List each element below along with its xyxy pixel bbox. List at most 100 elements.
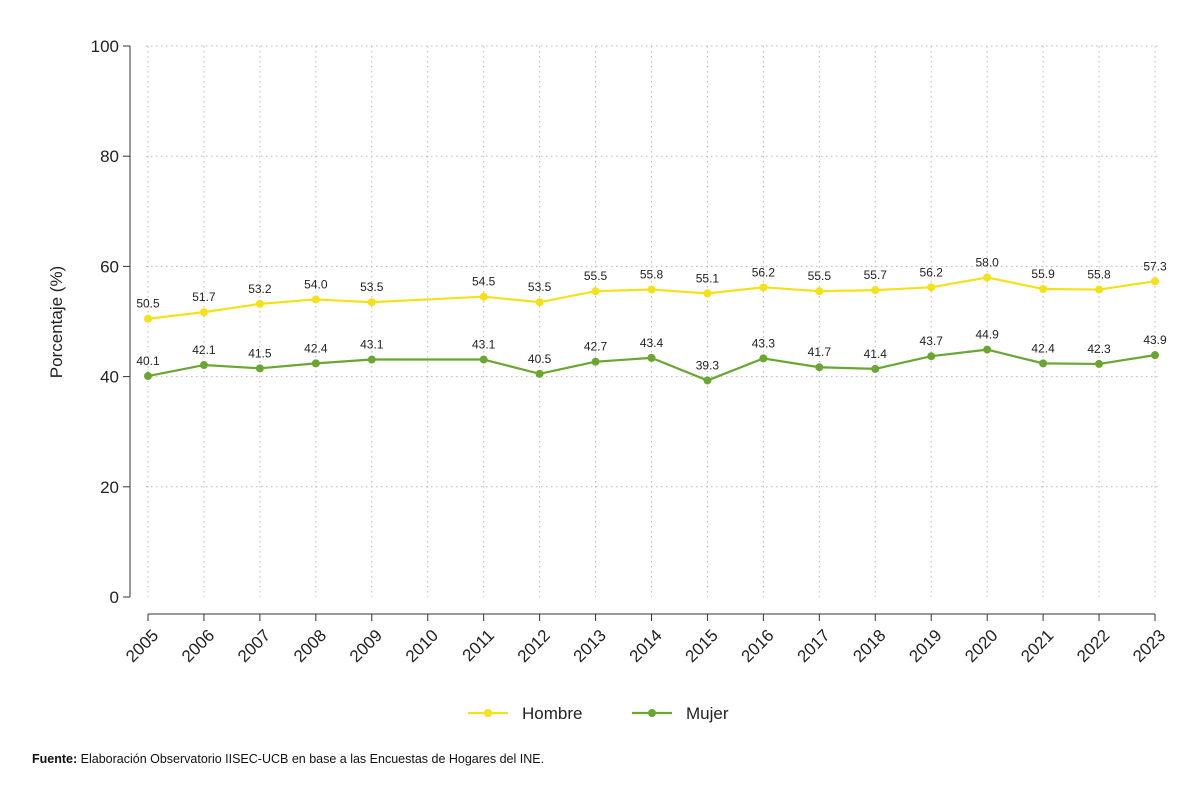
y-tick-label: 60 [100, 257, 119, 276]
x-tick-label: 2023 [1129, 626, 1169, 666]
y-tick-label: 20 [100, 478, 119, 497]
data-label-hombre: 55.8 [640, 268, 664, 282]
data-point-mujer [1039, 359, 1048, 368]
data-label-hombre: 55.7 [864, 268, 888, 282]
data-point-hombre [367, 298, 376, 307]
x-tick-label: 2005 [122, 626, 162, 666]
legend: Hombre Mujer [468, 704, 729, 723]
data-label-hombre: 56.2 [752, 265, 776, 279]
data-point-mujer [927, 352, 936, 361]
y-axis-label: Porcentaje (%) [47, 266, 66, 378]
series [144, 273, 1159, 385]
data-label-hombre: 55.1 [696, 271, 720, 285]
data-label-mujer: 41.4 [864, 347, 888, 361]
data-label-mujer: 42.3 [1087, 342, 1111, 356]
data-label-mujer: 41.7 [808, 345, 832, 359]
data-point-hombre [311, 295, 320, 304]
data-point-mujer [759, 354, 768, 363]
legend-label-mujer: Mujer [686, 704, 729, 723]
data-point-hombre [1095, 285, 1104, 294]
y-tick-label: 100 [91, 37, 119, 56]
data-point-mujer [591, 357, 600, 366]
data-point-hombre [927, 283, 936, 292]
legend-label-hombre: Hombre [522, 704, 582, 723]
data-point-hombre [144, 314, 152, 323]
data-point-hombre [255, 299, 264, 308]
x-tick-label: 2013 [570, 626, 610, 666]
source-label: Fuente: [32, 752, 78, 766]
data-point-mujer [535, 369, 544, 378]
data-label-mujer: 42.7 [584, 340, 608, 354]
data-label-mujer: 39.3 [696, 358, 720, 372]
legend-marker-mujer [648, 709, 656, 717]
y-tick-label: 80 [100, 147, 119, 166]
data-labels: 50.5 51.7 53.2 54.0 53.5 54.5 53.5 55.5 55.8 55.1… [136, 255, 1167, 372]
x-tick-label: 2014 [626, 626, 666, 666]
data-label-hombre: 53.5 [360, 280, 384, 294]
data-point-hombre [759, 283, 768, 292]
data-label-mujer: 40.1 [136, 354, 160, 368]
data-point-hombre [479, 292, 488, 301]
data-point-hombre [1039, 284, 1048, 293]
data-label-hombre: 54.0 [304, 277, 328, 291]
data-label-mujer: 43.4 [640, 336, 664, 350]
legend-marker-hombre [484, 709, 492, 717]
data-label-mujer: 41.5 [248, 346, 272, 360]
data-label-hombre: 55.5 [584, 269, 608, 283]
x-tick-label: 2019 [905, 626, 945, 666]
series-line-hombre [147, 276, 1156, 320]
y-tick-label: 40 [100, 368, 119, 387]
data-point-hombre [815, 287, 824, 296]
data-label-hombre: 51.7 [192, 290, 216, 304]
data-point-hombre [535, 298, 544, 307]
data-label-mujer: 43.7 [920, 334, 944, 348]
data-label-hombre: 58.0 [975, 255, 999, 269]
series-line-mujer [147, 348, 1156, 382]
data-label-hombre: 56.2 [920, 265, 944, 279]
data-label-mujer: 43.1 [472, 338, 496, 352]
x-tick-label: 2008 [290, 626, 330, 666]
data-point-hombre [591, 287, 600, 296]
x-tick-label: 2007 [234, 626, 274, 666]
data-label-mujer: 43.3 [752, 336, 776, 350]
data-point-mujer [367, 355, 376, 364]
data-label-hombre: 53.2 [248, 282, 272, 296]
data-point-mujer [144, 372, 152, 381]
data-label-mujer: 42.4 [1031, 341, 1055, 355]
x-tick-label: 2016 [738, 626, 778, 666]
y-tick-label: 0 [110, 588, 119, 607]
data-label-hombre: 54.5 [472, 275, 496, 289]
data-point-mujer [1151, 351, 1159, 360]
data-label-hombre: 50.5 [136, 297, 160, 311]
data-label-hombre: 57.3 [1143, 259, 1167, 273]
data-point-hombre [703, 289, 712, 298]
data-point-hombre [871, 286, 880, 295]
data-point-hombre [1151, 277, 1159, 286]
data-label-hombre: 53.5 [528, 280, 552, 294]
x-tick-label: 2018 [849, 626, 889, 666]
data-label-mujer: 42.1 [192, 343, 216, 357]
data-point-mujer [1095, 359, 1104, 368]
data-label-mujer: 43.9 [1143, 333, 1167, 347]
data-point-hombre [983, 273, 992, 282]
data-point-hombre [647, 285, 656, 294]
data-label-hombre: 55.5 [808, 269, 832, 283]
data-point-mujer [815, 363, 824, 372]
data-label-hombre: 55.9 [1031, 267, 1055, 281]
data-point-mujer [647, 353, 656, 362]
data-point-mujer [703, 376, 712, 385]
data-label-mujer: 40.5 [528, 352, 552, 366]
source-note: Fuente: Elaboración Observatorio IISEC-U… [32, 752, 544, 766]
data-point-hombre [199, 308, 208, 317]
data-point-mujer [983, 345, 992, 354]
x-tick-label: 2021 [1017, 626, 1057, 666]
x-tick-label: 2012 [514, 626, 554, 666]
grid [146, 45, 1159, 597]
source-text: Elaboración Observatorio IISEC-UCB en ba… [80, 752, 545, 766]
data-point-mujer [255, 364, 264, 373]
data-label-mujer: 42.4 [304, 341, 328, 355]
x-tick-label: 2006 [178, 626, 218, 666]
data-label-hombre: 55.8 [1087, 268, 1111, 282]
data-label-mujer: 44.9 [975, 328, 999, 342]
x-tick-label: 2022 [1073, 626, 1113, 666]
